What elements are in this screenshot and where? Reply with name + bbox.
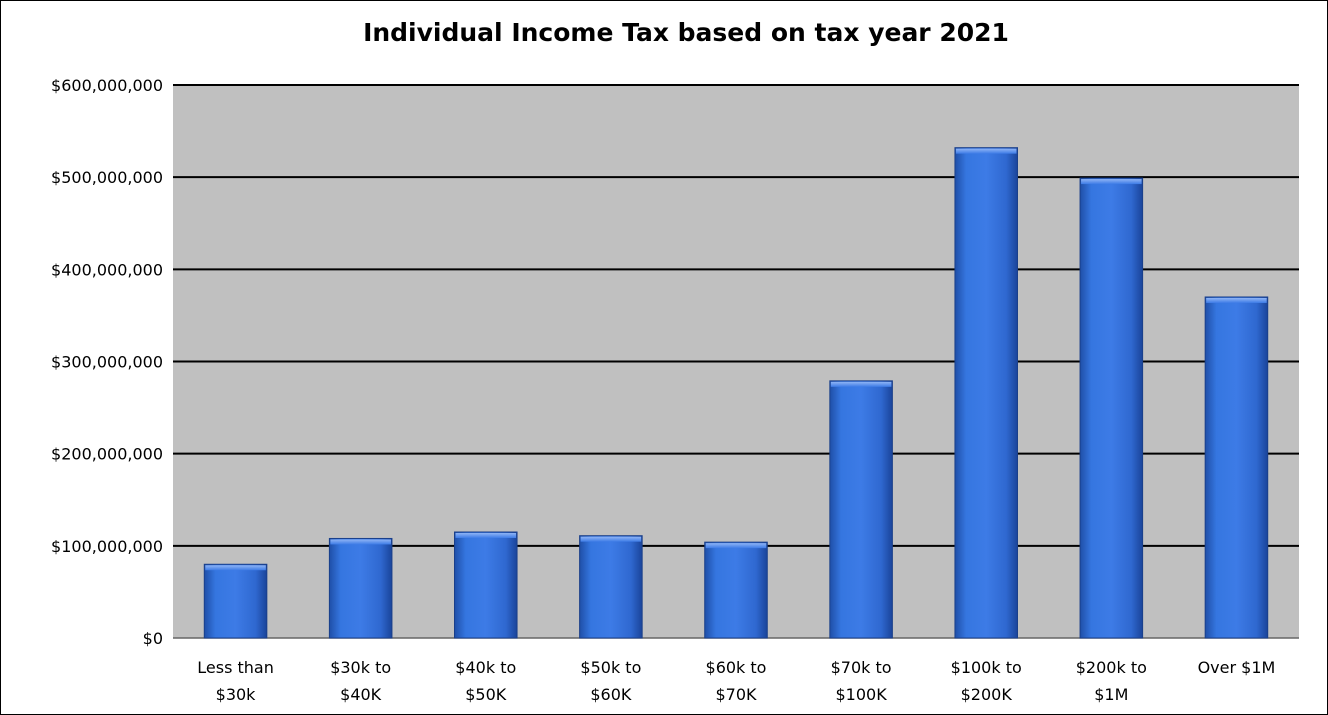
bar-highlight [955,148,1017,154]
bar [454,531,518,639]
y-tick-label: $100,000,000 [51,537,163,556]
bar-highlight [830,381,892,387]
bar-highlight [580,536,642,542]
y-tick-label: $400,000,000 [51,260,163,279]
x-tick-label: $70k to $100K [831,658,892,704]
bar [704,541,768,639]
bar-highlight [705,543,767,549]
bar [829,380,893,639]
chart-title: Individual Income Tax based on tax year … [363,18,1009,47]
bar [1079,177,1144,639]
bar [579,535,643,639]
bar-highlight [205,565,266,571]
y-tick-label: $500,000,000 [51,168,163,187]
x-axis: Less than $30k $30k to $40K $40k to $50K $50k … [197,658,1275,704]
bar [1204,296,1269,639]
x-tick-label: Over $1M [1198,658,1276,677]
y-axis: $0 $100,000,000 $200,000,000 $300,000,000 $4… [51,76,163,648]
bar [328,537,393,639]
bar-highlight [455,533,517,539]
bar-layer [203,147,1269,639]
bar-highlight [330,539,391,545]
y-tick-label: $600,000,000 [51,76,163,95]
x-tick-label: $50k to $60K [580,658,641,704]
x-tick-label: $100k to $200K [951,658,1022,704]
bar-highlight [1206,297,1267,303]
y-tick-label: $200,000,000 [51,445,163,464]
x-tick-label: $40k to $50K [455,658,516,704]
x-tick-label: $30k to $40K [330,658,391,704]
y-tick-label: $300,000,000 [51,353,163,372]
bar [203,563,268,639]
bar [954,147,1019,639]
bar-highlight [1081,179,1142,185]
x-tick-label: $200k to $1M [1076,658,1147,704]
x-tick-label: $60k to $70K [706,658,767,704]
x-tick-label: Less than $30k [197,658,274,704]
y-tick-label: $0 [143,629,163,648]
